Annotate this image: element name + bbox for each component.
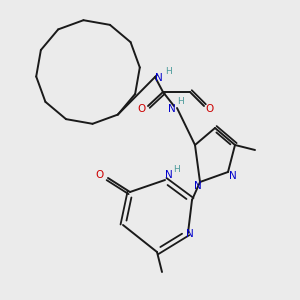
Text: N: N bbox=[168, 104, 176, 114]
Text: N: N bbox=[186, 229, 194, 239]
Text: H: H bbox=[165, 68, 171, 76]
Text: O: O bbox=[96, 170, 104, 180]
Text: H: H bbox=[172, 164, 179, 173]
Text: O: O bbox=[206, 104, 214, 114]
Text: O: O bbox=[138, 104, 146, 114]
Text: H: H bbox=[177, 98, 183, 106]
Text: N: N bbox=[194, 181, 202, 191]
Text: N: N bbox=[229, 171, 237, 181]
Text: N: N bbox=[165, 170, 173, 180]
Text: N: N bbox=[155, 73, 163, 83]
